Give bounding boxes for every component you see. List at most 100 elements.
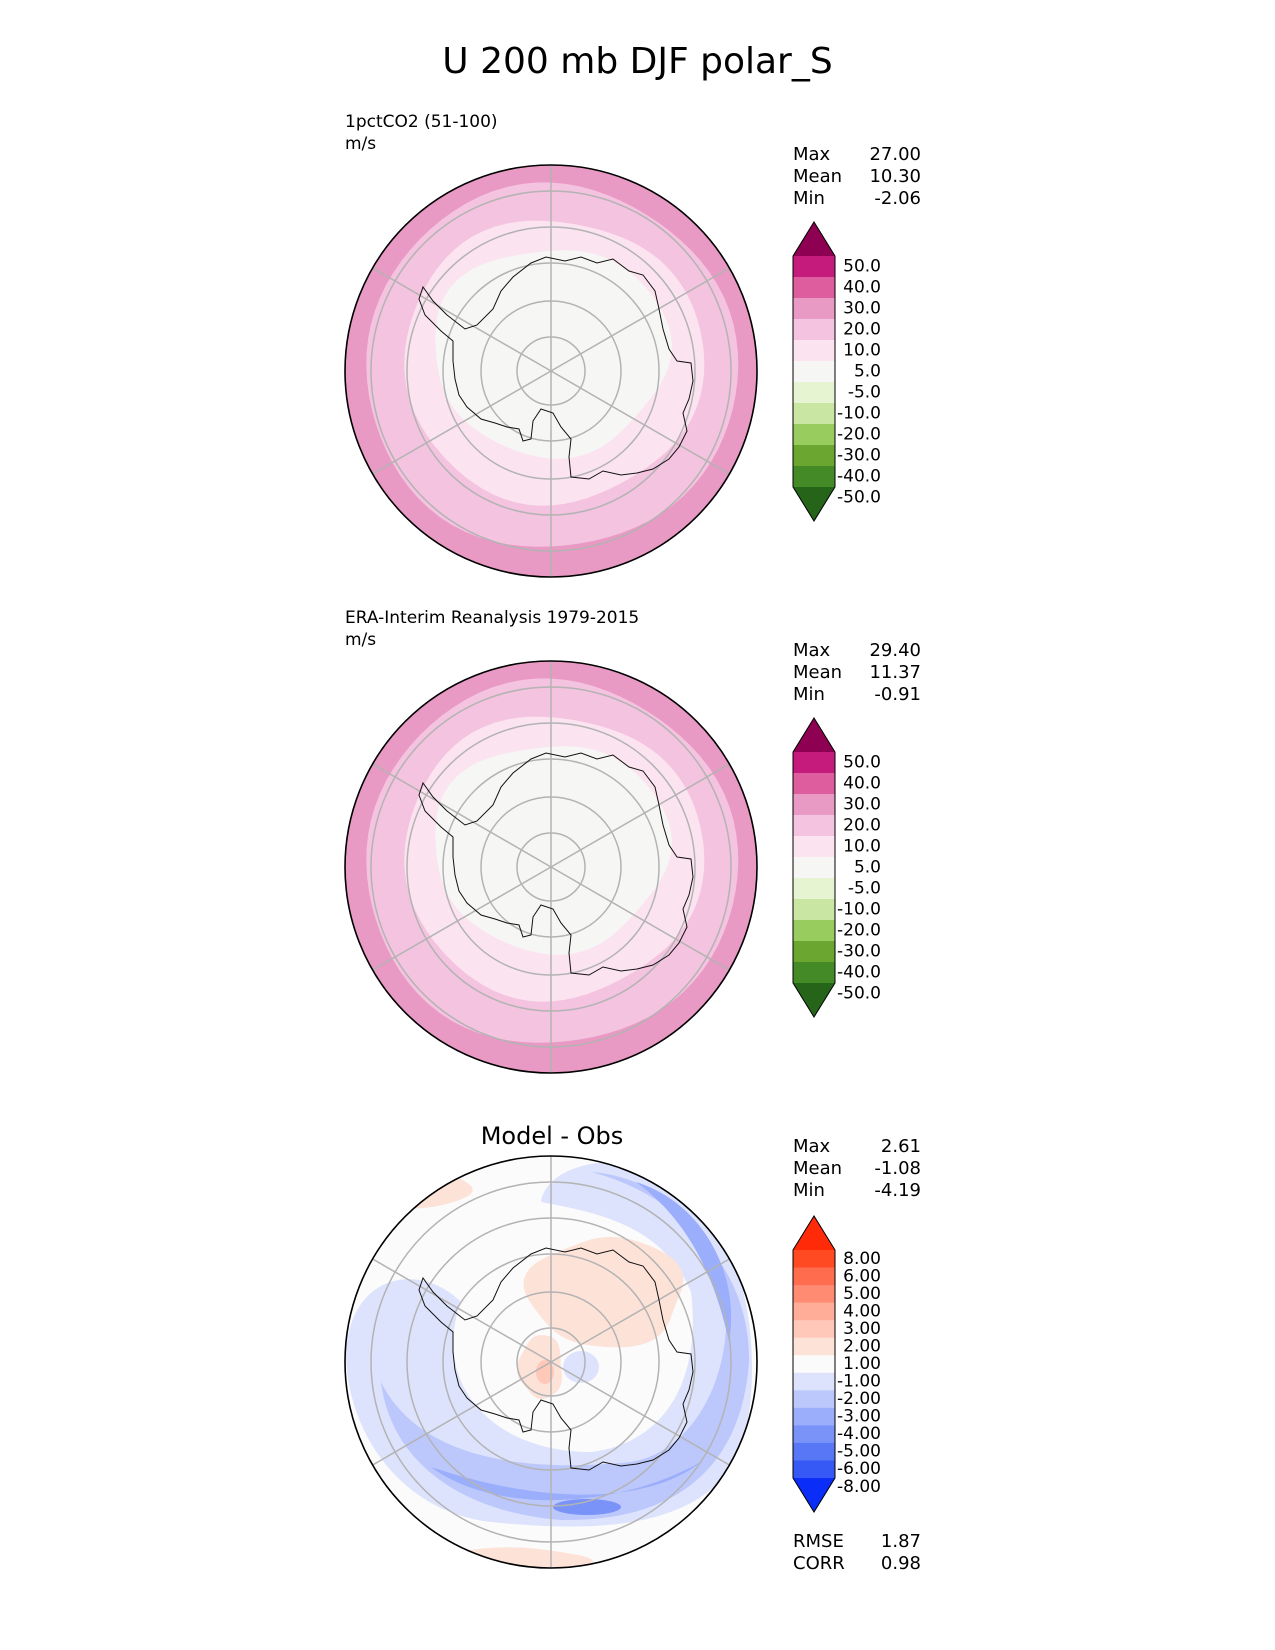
- colorbar-tick-label: 5.0: [854, 858, 881, 878]
- stat-label: Min: [793, 188, 825, 209]
- longitude-gridline: [360, 866, 552, 978]
- longitude-gridline: [360, 1251, 552, 1363]
- colorbar-extend-min: [793, 1478, 835, 1512]
- colorbar-tick-label: -4.00: [837, 1424, 881, 1444]
- coastline: [418, 1247, 694, 1471]
- colorbar-tick-label: -40.0: [837, 963, 881, 983]
- panel3-stats: Max 2.61 Mean -1.08 Min -4.19: [793, 1136, 921, 1202]
- colorbar-tick-label: 10.0: [843, 837, 881, 857]
- colorbar-extend-max: [793, 222, 835, 256]
- colorbar-extend-max: [793, 1216, 835, 1250]
- stat-label: Min: [793, 1180, 825, 1201]
- colorbar-test: 50.040.030.020.010.05.0-5.0-10.0-20.0-30…: [792, 221, 881, 522]
- panel1-title: 1pctCO2 (51-100): [345, 112, 498, 132]
- colorbar-tick-label: -20.0: [837, 425, 881, 445]
- stat-label: Min: [793, 684, 825, 705]
- colorbar-segment: [793, 361, 835, 383]
- stat-value: -4.19: [874, 1180, 921, 1201]
- colorbar-segment: [793, 1442, 835, 1461]
- panel1-stats: Max 27.00 Mean 10.30 Min -2.06: [793, 144, 921, 210]
- longitude-gridline: [360, 756, 552, 868]
- contour-band: [346, 1162, 753, 1527]
- panel3-footer-stats: RMSE 1.87 CORR 0.98: [793, 1531, 921, 1575]
- longitude-gridline: [360, 1361, 552, 1473]
- colorbar-tick-label: -40.0: [837, 467, 881, 487]
- colorbar-segment: [793, 1320, 835, 1339]
- colorbar-tick-label: 2.00: [843, 1337, 881, 1357]
- colorbar-outline: [792, 1215, 836, 1513]
- stat-label: Max: [793, 144, 831, 165]
- colorbar-extend-max: [793, 718, 835, 752]
- stat-label: Mean: [793, 1158, 843, 1179]
- stat-value: 10.30: [869, 166, 921, 187]
- stat-value: -2.06: [874, 188, 921, 209]
- colorbar-tick-label: 5.00: [843, 1284, 881, 1304]
- longitude-gridline: [550, 866, 742, 978]
- colorbar-segment: [793, 1390, 835, 1409]
- colorbar-extend-min: [793, 487, 835, 521]
- colorbar-segment: [793, 256, 835, 278]
- colorbar-segment: [793, 403, 835, 425]
- colorbar-segment: [793, 340, 835, 362]
- colorbar-segment: [793, 1302, 835, 1321]
- stat-value: 1.87: [880, 1531, 921, 1552]
- colorbar-tick-label: -50.0: [837, 984, 881, 1004]
- colorbar-tick-label: -1.00: [837, 1372, 881, 1392]
- colorbar-tick-label: -5.00: [837, 1442, 881, 1462]
- colorbar-segment: [793, 794, 835, 816]
- colorbar-segment: [793, 277, 835, 299]
- colorbar-tick-label: 10.0: [843, 341, 881, 361]
- contour-band: [553, 1499, 621, 1515]
- colorbar-reference: 50.040.030.020.010.05.0-5.0-10.0-20.0-30…: [792, 717, 881, 1018]
- colorbar-tick-label: -30.0: [837, 942, 881, 962]
- longitude-gridline: [550, 1361, 742, 1473]
- colorbar-segment: [793, 1267, 835, 1286]
- colorbar-tick-label: 50.0: [843, 753, 881, 773]
- map-boundary: [344, 1155, 758, 1569]
- stat-value: 2.61: [880, 1136, 921, 1157]
- colorbar-tick-label: 1.00: [843, 1354, 881, 1374]
- colorbar-tick-label: 40.0: [843, 278, 881, 298]
- colorbar-segment: [793, 920, 835, 942]
- colorbar-tick-label: -6.00: [837, 1459, 881, 1479]
- colorbar-tick-label: 20.0: [843, 320, 881, 340]
- colorbar-segment: [793, 815, 835, 837]
- stat-value: -0.91: [874, 684, 921, 705]
- stat-value: 11.37: [869, 662, 921, 683]
- stat-label: CORR: [793, 1553, 845, 1574]
- longitude-gridline: [550, 1251, 742, 1363]
- colorbar-tick-label: 4.00: [843, 1301, 881, 1321]
- panel2-units: m/s: [345, 630, 377, 650]
- colorbar-tick-label: 40.0: [843, 774, 881, 794]
- stat-label: Max: [793, 1136, 831, 1157]
- longitude-gridline: [360, 370, 552, 482]
- contour-band: [345, 1164, 473, 1209]
- panel2-stats: Max 29.40 Mean 11.37 Min -0.91: [793, 640, 921, 706]
- map-boundary: [344, 164, 758, 578]
- colorbar-extend-min: [793, 983, 835, 1017]
- longitude-gridline: [550, 370, 742, 482]
- colorbar-segment: [793, 836, 835, 858]
- colorbar-segment: [793, 941, 835, 963]
- colorbar-tick-label: -5.0: [848, 383, 881, 403]
- stat-label: Max: [793, 640, 831, 661]
- colorbar-segment: [793, 1425, 835, 1444]
- stat-value: 29.40: [869, 640, 921, 661]
- coastline: [418, 752, 694, 976]
- contour-band: [536, 1360, 554, 1384]
- colorbar-segment: [793, 382, 835, 404]
- colorbar-tick-label: -50.0: [837, 488, 881, 508]
- colorbar-segment: [793, 752, 835, 774]
- stat-value: 0.98: [880, 1553, 921, 1574]
- colorbar-diff: 8.006.005.004.003.002.001.00-1.00-2.00-3…: [792, 1215, 881, 1513]
- figure-title: U 200 mb DJF polar_S: [442, 41, 833, 82]
- stat-value: -1.08: [874, 1158, 921, 1179]
- colorbar-segment: [793, 857, 835, 879]
- map-panel-reference: [344, 660, 758, 1074]
- colorbar-tick-label: 5.0: [854, 362, 881, 382]
- longitude-gridline: [550, 756, 742, 868]
- colorbar-tick-label: 3.00: [843, 1319, 881, 1339]
- colorbar-tick-label: -5.0: [848, 879, 881, 899]
- colorbar-segment: [793, 424, 835, 446]
- panel1-units: m/s: [345, 134, 377, 154]
